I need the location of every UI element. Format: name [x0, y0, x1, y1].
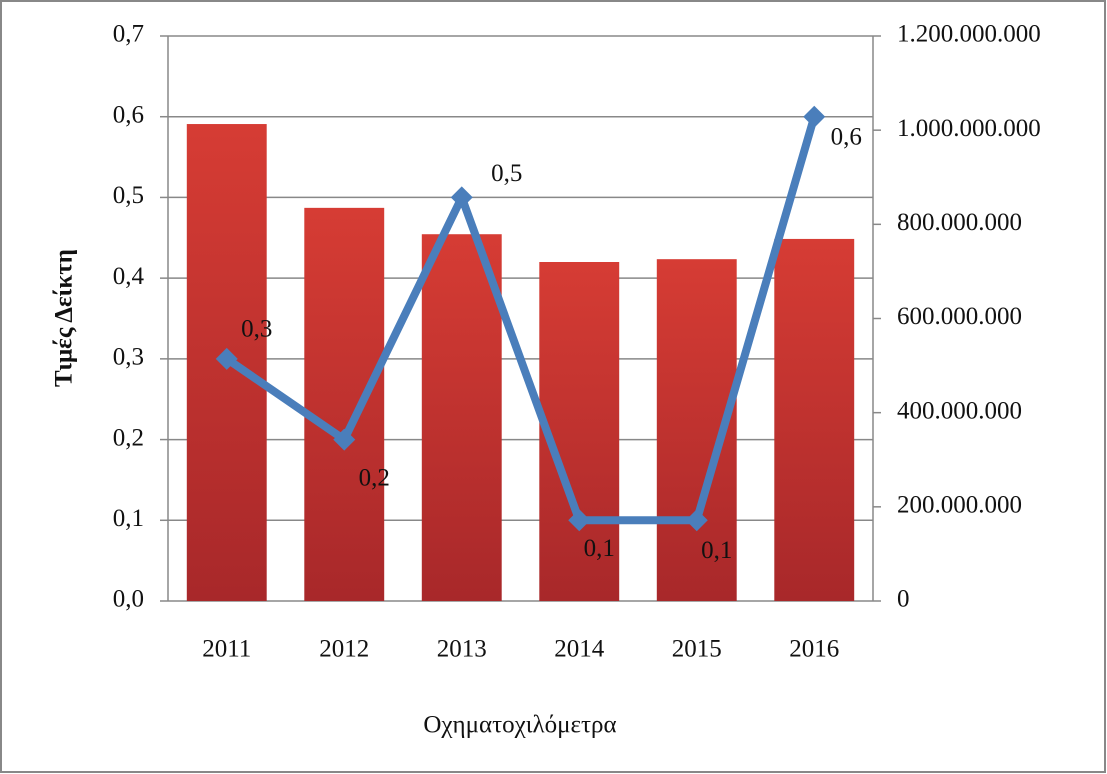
bar: [421, 234, 502, 602]
x-tick-label: 2011: [202, 636, 251, 663]
y2-tick-label: 400.000.000: [897, 397, 1022, 424]
x-tick-label: 2012: [319, 636, 369, 663]
y2-tick-label: 1.200.000.000: [897, 21, 1041, 48]
y-tick-label: 0,2: [113, 424, 144, 451]
y-tick-label: 0,1: [113, 505, 144, 532]
x-axis-title: Οχηματοχιλόμετρα: [423, 712, 616, 739]
bar: [774, 238, 855, 601]
marker: [803, 105, 826, 128]
bar: [304, 207, 385, 601]
y-tick-label: 0,7: [113, 21, 144, 48]
y-tick-label: 0,0: [113, 586, 144, 613]
data-label: 0,6: [831, 123, 862, 150]
data-label: 0,5: [491, 160, 522, 187]
y-tick-label: 0,6: [113, 101, 144, 128]
data-label: 0,2: [359, 464, 390, 491]
y2-tick-label: 600.000.000: [897, 303, 1022, 330]
x-tick-label: 2013: [437, 636, 487, 663]
marker: [568, 509, 591, 532]
y2-tick-label: 1.000.000.000: [897, 115, 1041, 142]
bar: [539, 262, 620, 601]
data-label: 0,1: [584, 535, 615, 562]
y-axis-title: Τιμές Δείκτη: [51, 249, 78, 387]
data-label: 0,1: [701, 537, 732, 564]
y2-tick-label: 800.000.000: [897, 209, 1022, 236]
y-tick-label: 0,4: [113, 263, 145, 290]
marker: [685, 509, 708, 532]
marker: [333, 428, 356, 451]
x-tick-label: 2015: [672, 636, 722, 663]
y-tick-label: 0,5: [113, 182, 144, 209]
line: [224, 115, 819, 525]
y-tick-label: 0,3: [113, 344, 144, 371]
marker: [450, 186, 473, 209]
data-label: 0,3: [241, 316, 272, 343]
y2-tick-label: 200.000.000: [897, 492, 1022, 519]
x-tick-label: 2016: [789, 636, 839, 663]
x-tick-label: 2014: [554, 636, 605, 663]
y2-tick-label: 0: [897, 586, 910, 613]
marker: [215, 347, 238, 370]
